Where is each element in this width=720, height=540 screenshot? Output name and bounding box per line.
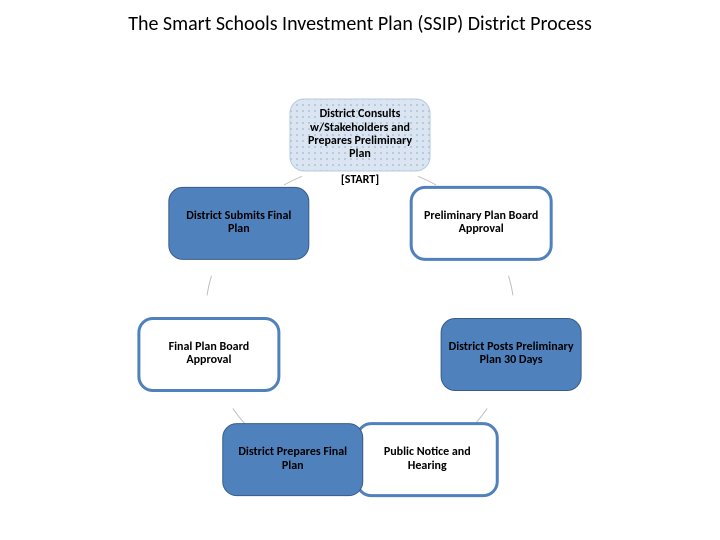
start-tag: [START] bbox=[310, 173, 410, 187]
cycle-diagram: District Consults w/Stakeholders and Pre… bbox=[0, 0, 720, 540]
cycle-node-label: District Posts Preliminary Plan 30 Days bbox=[447, 341, 575, 368]
cycle-node-label: Final Plan Board Approval bbox=[145, 341, 273, 368]
cycle-node-label-box: Final Plan Board Approval bbox=[139, 318, 279, 390]
cycle-arc bbox=[207, 276, 211, 296]
cycle-node-label-box: District Consults w/Stakeholders and Pre… bbox=[290, 99, 430, 171]
cycle-node-label-box: District Submits Final Plan bbox=[169, 187, 309, 259]
cycle-arc bbox=[509, 276, 513, 296]
cycle-node-label-box: District Prepares Final Plan bbox=[223, 424, 363, 496]
cycle-node-label: Public Notice and Hearing bbox=[363, 446, 491, 473]
cycle-arc bbox=[475, 409, 488, 425]
cycle-node-label-box: Public Notice and Hearing bbox=[357, 424, 497, 496]
cycle-arc bbox=[284, 176, 302, 185]
cycle-arc bbox=[418, 176, 436, 185]
cycle-node-label: District Prepares Final Plan bbox=[229, 446, 357, 473]
cycle-node-label-box: Preliminary Plan Board Approval bbox=[411, 187, 551, 259]
cycle-node-label: District Submits Final Plan bbox=[175, 210, 303, 237]
cycle-node-label-box: District Posts Preliminary Plan 30 Days bbox=[441, 318, 581, 390]
cycle-node-label: District Consults w/Stakeholders and Pre… bbox=[296, 108, 424, 162]
cycle-arc bbox=[233, 409, 246, 425]
cycle-node-label: Preliminary Plan Board Approval bbox=[417, 210, 545, 237]
